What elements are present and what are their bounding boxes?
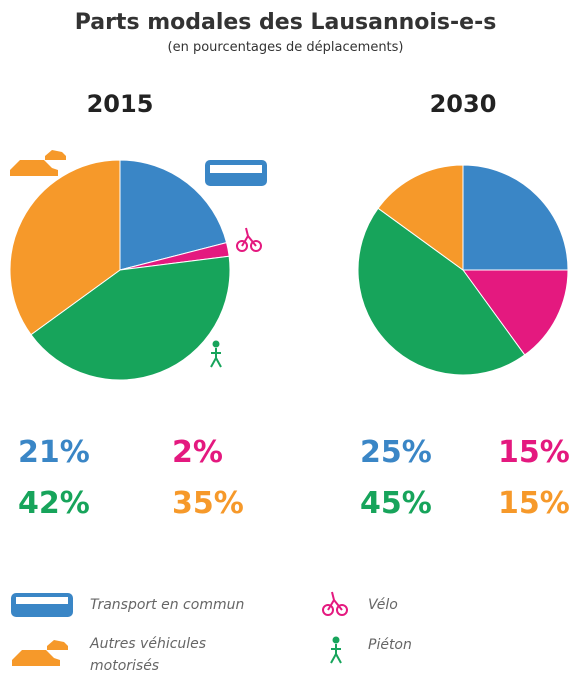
value-label: 2% (172, 435, 223, 470)
legend-label: Piéton (368, 637, 412, 653)
legend-label: Transport en commun (90, 597, 245, 613)
value-label: 45% (360, 486, 432, 521)
value-label: 21% (18, 435, 90, 470)
value-label: 35% (172, 486, 244, 521)
pie-slice (119, 159, 228, 271)
pie-slice (377, 164, 464, 271)
bike-icon (236, 227, 348, 616)
value-label: 15% (498, 486, 570, 521)
legend-label: Vélo (368, 597, 398, 613)
pedestrian-icon (210, 340, 342, 664)
value-label: 25% (360, 435, 432, 470)
pie-title: 2015 (86, 90, 154, 118)
pie-title: 2030 (429, 90, 497, 118)
value-label: 42% (18, 486, 90, 521)
legend-label: Autres véhicules motorisés (90, 636, 207, 674)
pie-slice (462, 164, 569, 271)
title: Parts modales des Lausannois-e-s (74, 10, 497, 35)
pie-slice (462, 269, 569, 356)
value-label: 15% (498, 435, 570, 470)
car-icon (10, 150, 68, 666)
bus-windows (16, 165, 262, 604)
subtitle: (en pourcentages de déplacements) (167, 40, 404, 55)
pie-slice (9, 159, 121, 336)
pie-slice (357, 207, 526, 376)
pie-slice (30, 255, 231, 381)
